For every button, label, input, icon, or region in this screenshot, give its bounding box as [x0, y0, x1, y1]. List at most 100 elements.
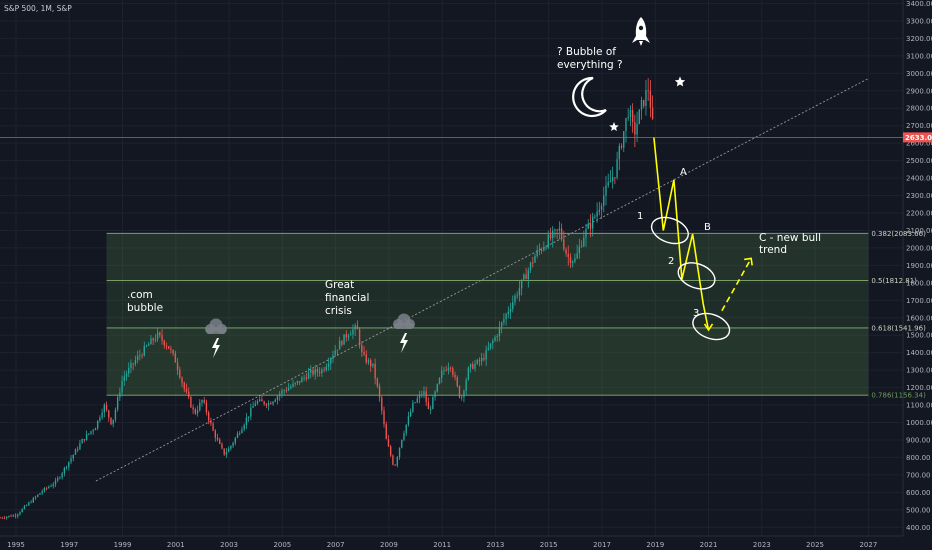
candle-body [538, 249, 541, 251]
candle-body [101, 412, 103, 418]
candle-body [461, 396, 463, 398]
moon-icon [572, 76, 607, 118]
candle-body [5, 516, 8, 518]
candle-body [310, 370, 312, 373]
fib-level-label: 0.5(1812.81) [871, 277, 917, 285]
x-tick-label: 2003 [220, 541, 238, 549]
candle-body [48, 486, 50, 489]
candle-body [427, 402, 430, 410]
y-tick-label: 2300.00 [906, 192, 932, 200]
candle-body [520, 279, 523, 289]
candle-body [605, 185, 607, 196]
wave-ellipse[interactable] [648, 213, 692, 249]
candle-body [265, 404, 268, 406]
dotcom-annotation-line2: bubble [127, 302, 163, 314]
candle-body [316, 369, 319, 372]
candle-body [498, 326, 501, 337]
trendline[interactable] [95, 78, 869, 482]
bubble-annotation-line2: everything ? [557, 59, 623, 71]
candle-body [505, 314, 507, 320]
y-tick-label: 1600.00 [906, 314, 932, 322]
candle-body [125, 373, 128, 377]
candle-body [267, 403, 270, 406]
candle-body [507, 311, 510, 315]
candle-body [294, 382, 296, 384]
candle-body [270, 403, 272, 405]
candle-body [210, 420, 212, 424]
candle-body [416, 398, 419, 403]
x-tick-label: 2019 [646, 541, 664, 549]
candle-body [378, 386, 381, 398]
y-tick-label: 3200.00 [906, 35, 932, 43]
fibonacci-retracement[interactable]: 0.382(2083.66) 0.5(1812.81) 0.618(1541.96)… [106, 230, 927, 400]
wave-projection[interactable] [648, 137, 753, 345]
candle-body [629, 110, 632, 117]
candle-body [296, 381, 299, 383]
x-tick-label: 2013 [487, 541, 505, 549]
candle-body [421, 394, 423, 396]
candle-body [598, 209, 601, 212]
candle-body [458, 385, 461, 398]
candle-body [572, 261, 574, 264]
candle-body [176, 362, 179, 370]
candle-body [489, 343, 492, 348]
candle-body [616, 159, 618, 178]
candle-body [376, 378, 379, 387]
wave-ellipse[interactable] [675, 258, 719, 294]
candle-body [141, 355, 143, 357]
x-tick-label: 2023 [753, 541, 771, 549]
candle-body [132, 363, 134, 365]
star-icon [609, 122, 619, 131]
candle-body [560, 228, 563, 240]
y-tick-label: 3100.00 [906, 52, 932, 60]
candle-body [651, 107, 654, 119]
candle-body [472, 363, 474, 369]
x-tick-label: 2025 [806, 541, 824, 549]
rocket-flame [639, 41, 643, 46]
y-tick-label: 1400.00 [906, 349, 932, 357]
candle-body [441, 370, 443, 378]
candle-body [110, 417, 112, 425]
candle-body [327, 363, 330, 367]
candle-body [96, 420, 99, 429]
last-price-label: 2633.08 [905, 134, 932, 142]
candle-body [438, 377, 441, 384]
candle-body [618, 146, 621, 160]
candle-body [611, 177, 614, 182]
y-tick-label: 2000.00 [906, 244, 932, 252]
trendline-line[interactable] [95, 78, 869, 482]
y-tick-label: 1000.00 [906, 419, 932, 427]
wave-c-annotation-line2: trend [759, 244, 787, 256]
candle-body [168, 346, 170, 349]
candle-body [77, 449, 79, 451]
candle-body [341, 341, 343, 345]
candle-body [407, 416, 410, 425]
candle-body [25, 505, 28, 507]
gfc-annotation-line1: Great [325, 279, 354, 291]
candle-body [216, 437, 219, 440]
y-tick-label: 2600.00 [906, 140, 932, 148]
candle-body [638, 109, 640, 124]
wave-ellipse[interactable] [689, 309, 733, 345]
candle-body [68, 461, 70, 468]
y-tick-label: 1500.00 [906, 332, 932, 340]
candle-body [254, 403, 256, 407]
projection-arrowhead [703, 323, 714, 332]
candle-body [50, 485, 52, 487]
candle-body [285, 390, 288, 392]
y-tick-label: 2700.00 [906, 122, 932, 130]
candle-body [343, 334, 345, 345]
candle-body [558, 228, 561, 231]
candle-body [290, 386, 292, 389]
candle-body [70, 458, 72, 462]
icons [205, 17, 686, 358]
candle-body [207, 412, 210, 421]
candle-body [603, 195, 605, 206]
candle-body [496, 336, 498, 338]
candle-body [214, 430, 217, 438]
candle-body [239, 433, 241, 434]
bull-trend-arrow[interactable] [721, 258, 752, 312]
